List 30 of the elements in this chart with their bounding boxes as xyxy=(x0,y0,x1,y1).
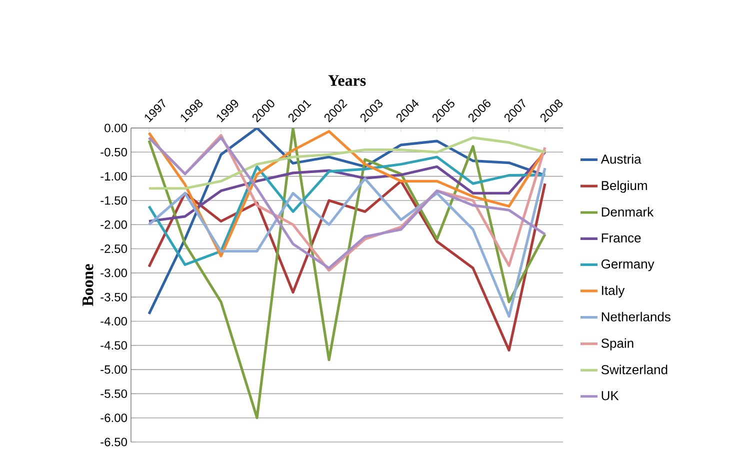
y-tick-label: -3.00 xyxy=(100,268,128,278)
y-tick-label: -1.00 xyxy=(100,172,128,181)
legend-label: Italy xyxy=(602,285,625,298)
legend-label: Austria xyxy=(600,154,642,164)
legend-label: Netherlands xyxy=(602,312,670,322)
y-tick-label: -0.50 xyxy=(100,148,128,156)
y-tick-label: -5.50 xyxy=(100,389,128,398)
y-tick-label: -4.00 xyxy=(100,316,128,326)
y-axis-title: Boone xyxy=(82,264,94,306)
legend-label: UK xyxy=(602,391,619,400)
legend-label: Switzerland xyxy=(601,364,668,374)
legend-label: Denmark xyxy=(602,207,654,217)
legend-label: Belgium xyxy=(602,180,647,193)
y-tick-label: -2.00 xyxy=(100,220,128,229)
x-axis-title: Years xyxy=(328,75,366,86)
y-tick-label: -5.00 xyxy=(100,365,128,374)
y-tick-label: -1.50 xyxy=(100,196,128,205)
y-tick-label: -2.50 xyxy=(100,244,128,254)
line-series xyxy=(148,166,546,318)
line-series xyxy=(148,136,546,190)
y-tick-label: -4.50 xyxy=(100,341,128,350)
y-tick-label: -6.00 xyxy=(100,414,128,422)
y-tick-label: -3.50 xyxy=(100,292,128,302)
line-series xyxy=(148,156,546,266)
y-tick-label: -6.50 xyxy=(100,438,128,446)
legend-label: Germany xyxy=(602,259,654,272)
line-series xyxy=(148,128,546,420)
y-tick-label: 0.00 xyxy=(104,124,128,132)
legend-label: France xyxy=(602,233,641,243)
legend-label: Spain xyxy=(601,338,634,350)
